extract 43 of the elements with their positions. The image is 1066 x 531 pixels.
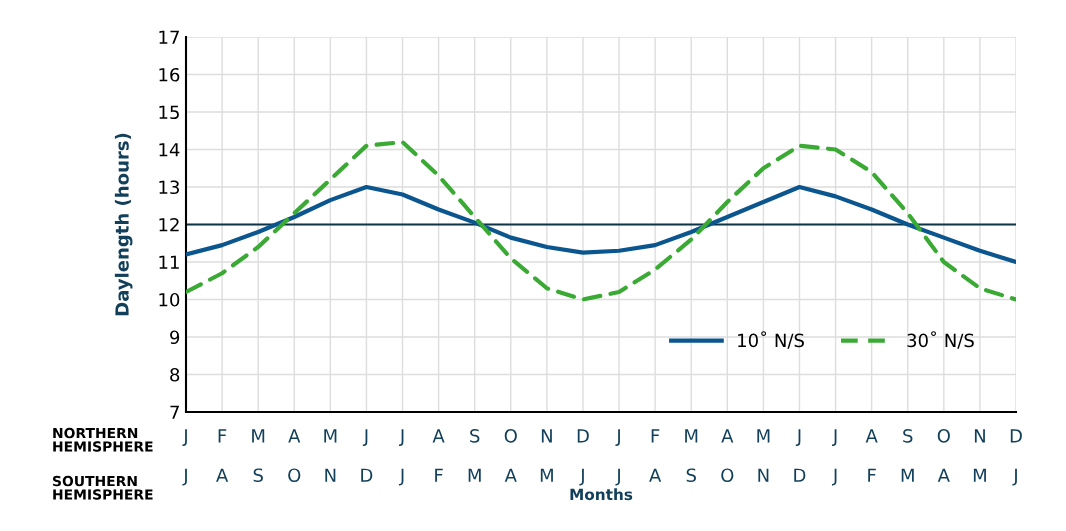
category-label: J J [182, 429, 187, 486]
y-tick-label: 12 [159, 217, 179, 232]
category-label: A F [432, 429, 445, 482]
y-tick-label: 9 [170, 330, 180, 345]
category-label: J D [794, 429, 806, 482]
category-label: S M [901, 428, 914, 482]
y-tick-label: 16 [159, 67, 180, 82]
category-label: M N [757, 429, 770, 482]
category-label: D J [577, 429, 589, 486]
y-tick-label: 17 [159, 30, 179, 44]
category-label: J J [831, 429, 837, 486]
y-tick-label: 11 [159, 255, 179, 269]
legend-label: 30˚ N/S [907, 331, 974, 349]
text: SOUTHERN HEMISPHERE [53, 475, 153, 500]
legend-label: 10˚ N/S [738, 331, 804, 349]
y-tick-label: 14 [159, 143, 180, 157]
x-axis-title: Months [570, 488, 633, 501]
category-label: N M [540, 429, 553, 482]
y-tick-label: 13 [159, 180, 179, 195]
y-axis-title: Daylength (hours) [114, 133, 133, 316]
category-label: F A [649, 429, 662, 482]
category-label: A O [721, 429, 734, 483]
y-tick-label: 7 [170, 405, 179, 419]
category-label: M S [252, 429, 265, 483]
category-label: O A [504, 428, 517, 482]
category-label: F A [216, 429, 229, 482]
category-label: J J [615, 429, 620, 486]
category-label: O A [937, 428, 950, 482]
category-label: M N [324, 429, 337, 482]
category-label: A F [865, 429, 878, 482]
y-tick-label: 10 [159, 292, 180, 307]
category-label: D J [1010, 429, 1022, 486]
category-label: A O [288, 429, 301, 483]
category-label: M S [685, 429, 698, 483]
category-label: J J [398, 429, 404, 486]
y-tick-label: 15 [159, 105, 179, 120]
category-label: S M [468, 428, 481, 482]
line-series [186, 184, 1016, 265]
line-series [186, 139, 1016, 302]
text: NORTHERN HEMISPHERE [53, 427, 153, 452]
category-label: N M [973, 429, 986, 482]
category-label: J D [361, 429, 373, 482]
y-tick-label: 8 [170, 367, 180, 382]
